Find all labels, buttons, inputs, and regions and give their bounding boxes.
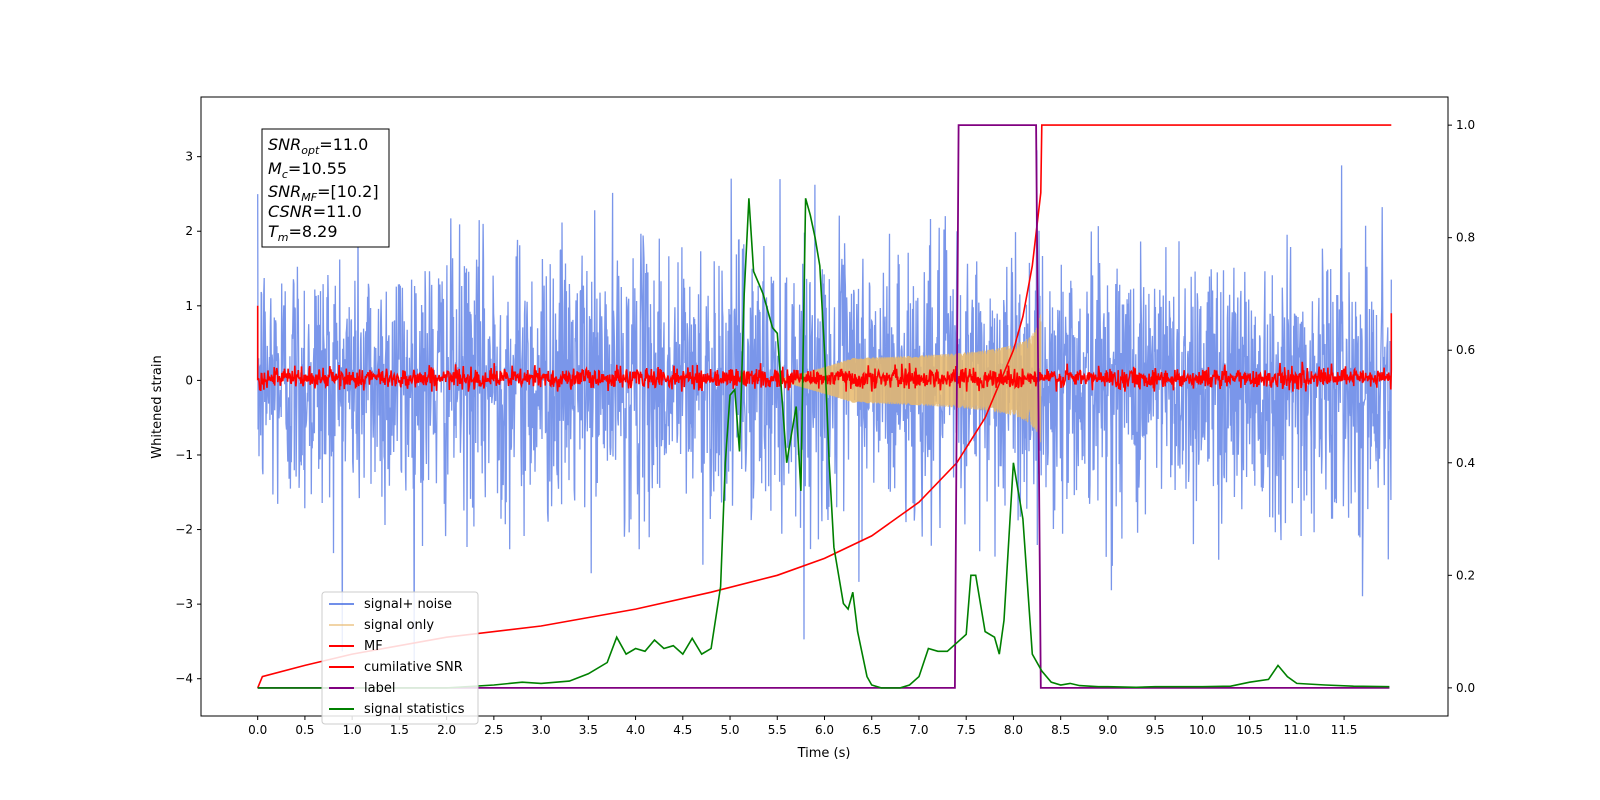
info-mc-label: M (268, 159, 282, 178)
legend-label: signal+ noise (364, 597, 452, 612)
x-axis-label: Time (s) (797, 746, 851, 761)
y-left-tick-label: 3 (185, 150, 193, 164)
x-axis: 0.0 0.5 1.0 1.5 2.0 2.5 3.0 3.5 4.0 4.5 5.0 5.5 6.0 6… (248, 716, 1357, 737)
y-left-tick-label: 0 (185, 373, 193, 387)
x-tick-label: 7.5 (957, 723, 976, 737)
x-tick-label: 2.0 (437, 723, 456, 737)
y-left-tick-label: 1 (185, 299, 193, 313)
signal-noise-series (257, 150, 1392, 662)
y-right-tick-label: 0.4 (1456, 456, 1475, 470)
info-mc: Mc=10.55 (268, 159, 347, 181)
info-snr-mf-label: SNR (268, 182, 301, 201)
y-axis-label: Whitened strain (150, 355, 165, 458)
info-tm-sub: m (278, 231, 289, 244)
x-tick-label: 1.5 (390, 723, 409, 737)
left-y-axis: 3 2 1 0 −1 −2 −3 −4 (175, 150, 201, 686)
x-tick-label: 11.5 (1331, 723, 1358, 737)
x-tick-label: 0.0 (248, 723, 267, 737)
x-tick-label: 6.5 (862, 723, 881, 737)
x-tick-label: 0.5 (295, 723, 314, 737)
info-mc-value: =10.55 (288, 159, 347, 178)
x-tick-label: 4.5 (673, 723, 692, 737)
legend-label: signal only (364, 618, 434, 633)
mf-line (256, 305, 1393, 392)
x-tick-label: 8.5 (1051, 723, 1070, 737)
y-right-tick-label: 1.0 (1456, 118, 1475, 132)
info-tm: Tm=8.29 (268, 222, 338, 244)
info-tm-label: T (268, 222, 279, 241)
info-snr-mf-sub: MF (301, 191, 317, 204)
info-snr-opt-sub: opt (301, 144, 320, 157)
x-tick-label: 11.0 (1283, 723, 1310, 737)
y-left-tick-label: −2 (175, 523, 193, 537)
y-right-tick-label: 0.0 (1456, 681, 1475, 695)
info-snr-mf-value: =[10.2] (317, 182, 379, 201)
x-tick-label: 9.5 (1146, 723, 1165, 737)
signal-statistics-line (257, 198, 1390, 689)
info-snr-opt-value: =11.0 (319, 135, 368, 154)
legend-frame (321, 591, 479, 725)
signal-noise-line (257, 150, 1392, 662)
info-mc-sub: c (282, 168, 288, 181)
x-tick-label: 7.0 (909, 723, 928, 737)
info-snr-opt-label: SNR (268, 135, 301, 154)
label-series (257, 124, 1390, 689)
x-tick-label: 5.0 (720, 723, 739, 737)
y-left-tick-label: 2 (185, 224, 193, 238)
right-y-axis: 1.0 0.8 0.6 0.4 0.2 0.0 (1448, 118, 1475, 695)
y-right-tick-label: 0.6 (1456, 343, 1475, 357)
x-tick-label: 9.0 (1098, 723, 1117, 737)
x-tick-label: 2.5 (484, 723, 503, 737)
legend-label: cumilative SNR (364, 660, 463, 675)
y-left-tick-label: −3 (175, 597, 193, 611)
info-box: SNRopt=11.0 Mc=10.55 SNRMF=[10.2] CSNR=1… (261, 128, 390, 248)
x-tick-label: 5.5 (768, 723, 787, 737)
x-tick-label: 4.0 (626, 723, 645, 737)
x-tick-label: 3.0 (532, 723, 551, 737)
x-tick-label: 3.5 (579, 723, 598, 737)
info-snr-mf: SNRMF=[10.2] (268, 182, 379, 204)
legend-label: signal statistics (364, 702, 465, 717)
info-tm-value: =8.29 (289, 222, 338, 241)
signal-statistics-series (257, 198, 1390, 689)
info-box-frame (261, 128, 390, 248)
legend-label: label (364, 681, 395, 696)
label-line (257, 124, 1390, 689)
x-tick-label: 1.0 (343, 723, 362, 737)
x-tick-label: 6.0 (815, 723, 834, 737)
info-csnr-label: CSNR (268, 202, 313, 221)
y-right-tick-label: 0.2 (1456, 568, 1475, 582)
y-left-tick-label: −4 (175, 672, 193, 686)
x-tick-label: 10.5 (1236, 723, 1263, 737)
y-left-tick-label: −1 (175, 448, 193, 462)
info-csnr-value: =11.0 (313, 202, 362, 221)
mf-series (256, 305, 1393, 392)
y-right-tick-label: 0.8 (1456, 231, 1475, 245)
legend: signal+ noise signal only MF cumilative SNR… (321, 591, 479, 725)
legend-label: MF (364, 639, 383, 654)
x-tick-label: 8.0 (1004, 723, 1023, 737)
info-snr-opt: SNRopt=11.0 (268, 135, 368, 157)
x-tick-label: 10.0 (1189, 723, 1216, 737)
info-csnr: CSNR=11.0 (268, 202, 362, 221)
